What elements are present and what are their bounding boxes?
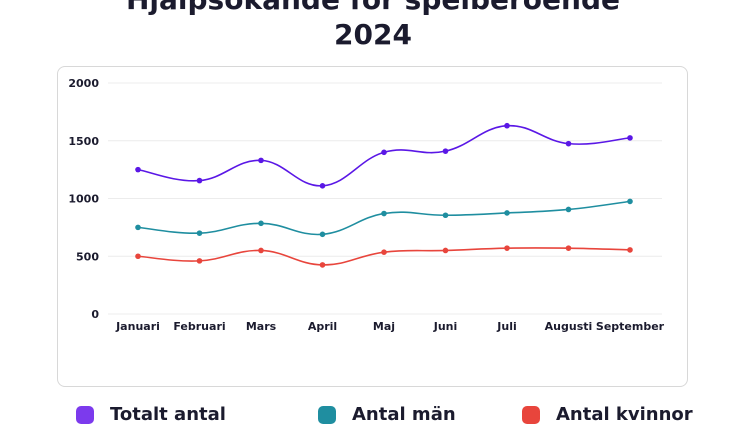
legend-teal-square-icon [318,405,336,424]
data-point-series1-7 [565,206,572,213]
data-point-series2-0 [135,253,141,260]
y-tick-label: 2000 [68,77,99,90]
data-point-series2-7 [565,245,572,251]
x-tick-label-maj: Maj [373,320,395,333]
data-point-series1-0 [135,224,141,231]
data-point-series0-0 [135,166,141,173]
legend-item-women: Antal kvinnor [522,404,693,425]
x-tick-label-juli: Juli [496,320,516,333]
data-point-series2-4 [381,249,387,256]
data-point-series0-1 [196,177,203,184]
series-line-1 [137,200,631,236]
data-point-series2-8 [627,247,633,253]
x-tick-label-april: April [308,320,337,333]
data-point-series1-1 [196,230,203,236]
legend-red-square-icon [522,405,540,424]
data-point-series1-6 [504,210,510,216]
data-point-series1-4 [381,210,387,217]
x-tick-label-september: September [596,320,665,333]
y-tick-label: 1000 [68,193,99,206]
chart-title-line-1: Hjälpsökande för spelberoende [0,0,746,16]
data-point-series0-8 [627,135,633,141]
y-tick-label: 1500 [68,135,99,148]
data-point-series0-3 [319,182,326,189]
x-tick-label-februari: Februari [173,320,225,333]
chart-title-line-2: 2024 [334,18,412,51]
data-point-series1-3 [319,231,326,238]
data-point-series0-5 [442,148,449,154]
legend-label-men: Antal män [352,404,456,425]
series-line-2 [137,247,631,266]
x-tick-label-augusti: Augusti [545,320,593,333]
data-point-series1-5 [442,212,449,219]
data-point-series1-8 [627,198,633,205]
y-tick-label: 0 [91,308,99,321]
x-tick-label-januari: Januari [115,320,160,333]
data-point-series0-4 [381,149,387,156]
legend-purple-square-icon [76,405,94,424]
x-tick-label-juni: Juni [433,320,458,333]
data-point-series0-6 [504,122,510,129]
data-point-series2-3 [319,262,326,268]
data-point-series0-7 [565,140,572,147]
data-point-series2-6 [504,245,510,251]
data-point-series0-2 [258,157,264,164]
legend-label-women: Antal kvinnor [556,404,693,425]
legend-item-men: Antal män [318,404,456,425]
x-tick-label-mars: Mars [246,320,277,333]
data-point-series1-2 [258,220,264,227]
legend-item-total: Totalt antal [76,404,226,425]
data-point-series2-5 [442,247,449,254]
legend-label-total: Totalt antal [110,404,226,425]
data-point-series2-2 [258,247,264,254]
data-point-series2-1 [196,258,203,264]
y-tick-label: 500 [76,250,99,263]
series-line-0 [137,124,631,187]
chart-card [57,66,688,387]
